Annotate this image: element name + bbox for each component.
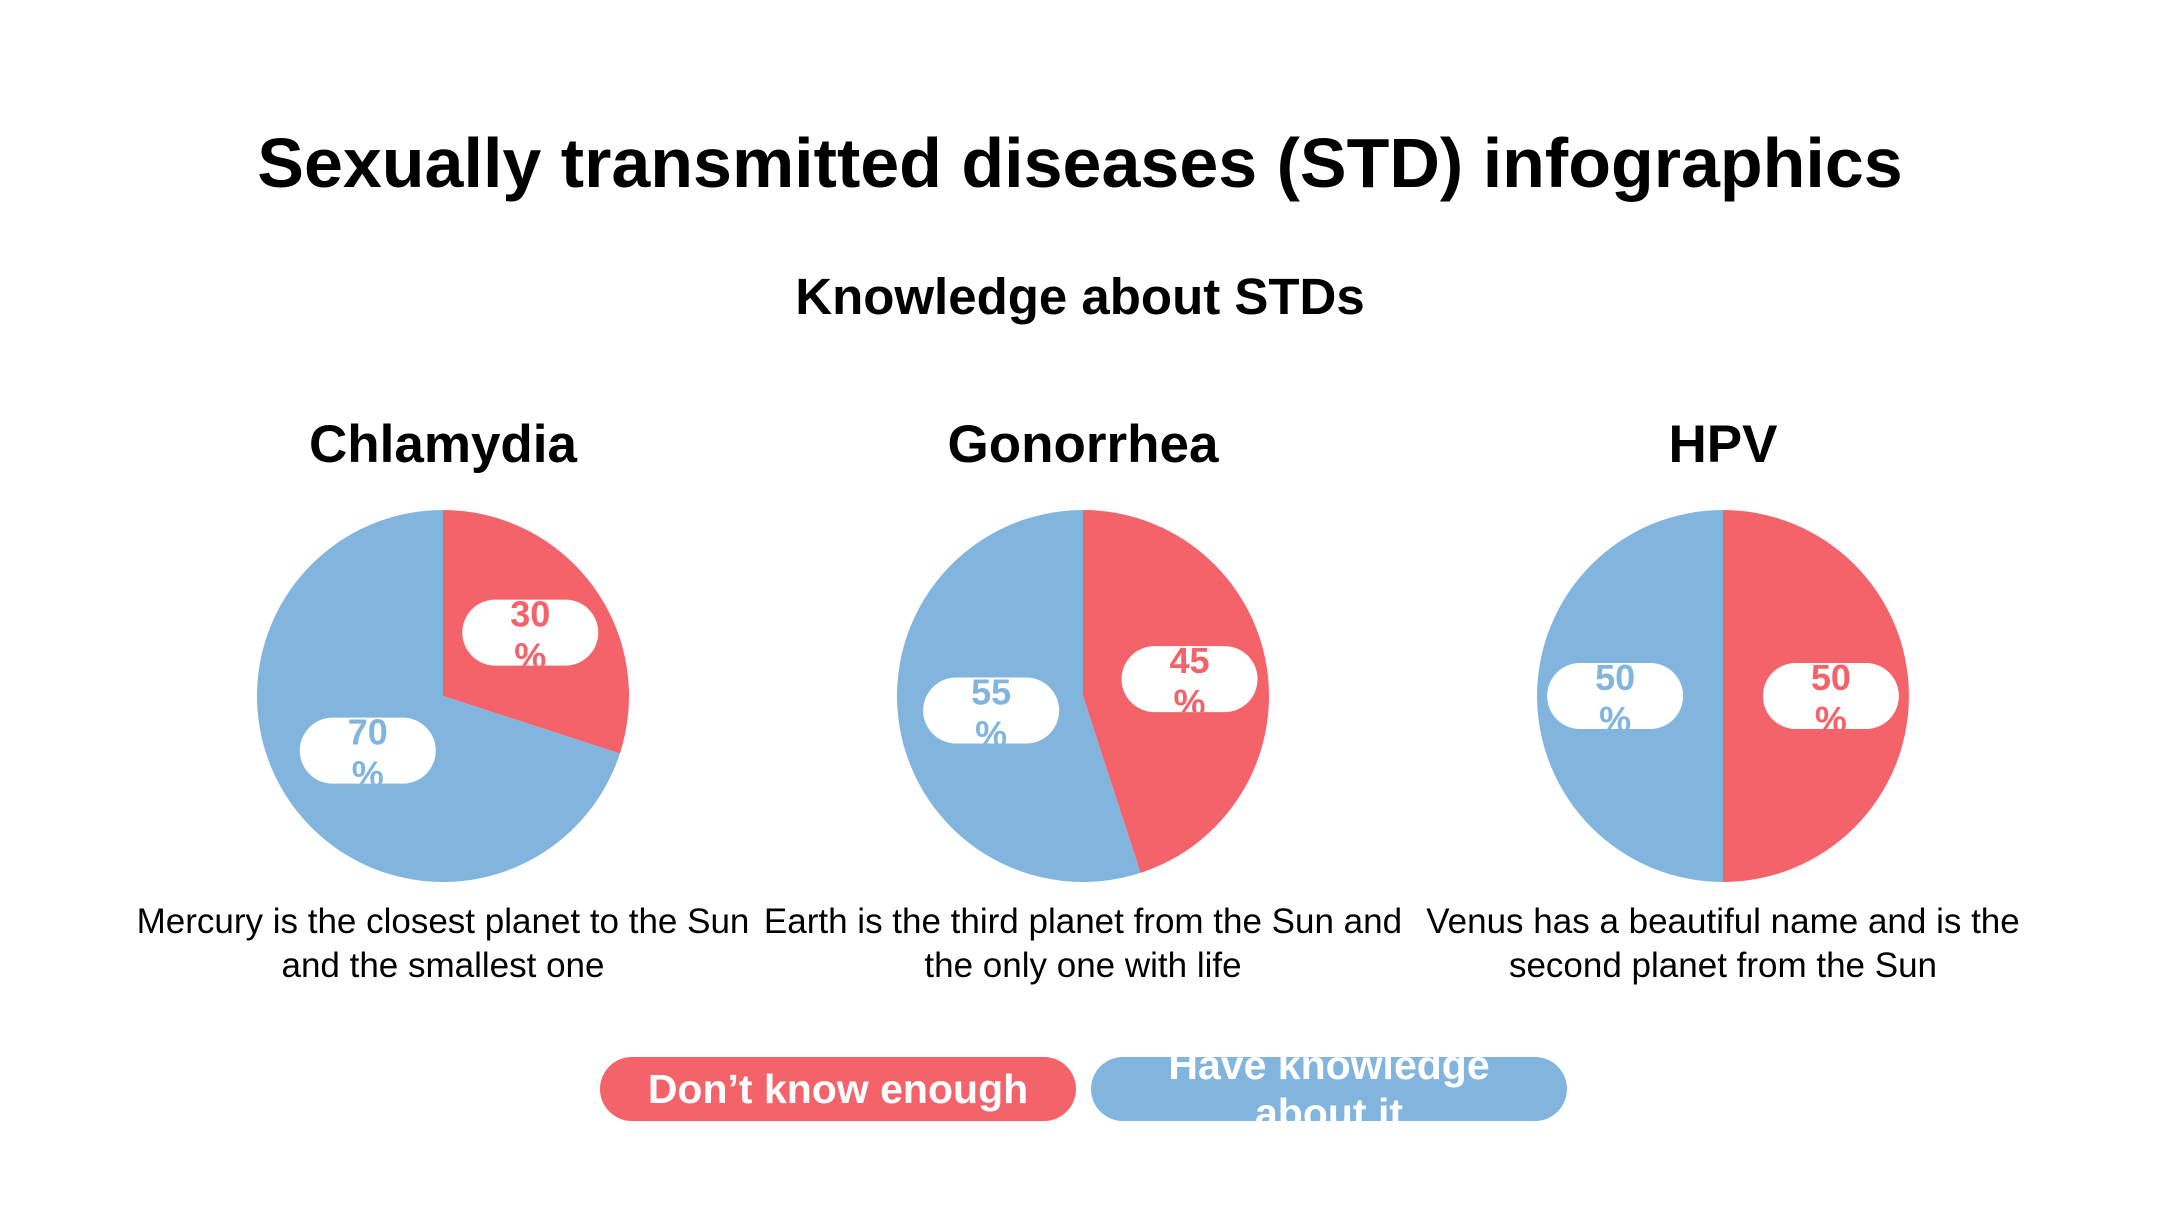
- pie-label-text-hpv-1: 50%: [1595, 657, 1635, 740]
- pie-label-gonorrhea-0: 45%: [1121, 640, 1258, 723]
- pie-label-pill-chlamydia-0: [462, 599, 599, 666]
- chart-card-chlamydia: Chlamydia 30% 70% Mercury is the closest …: [123, 408, 763, 1008]
- pie-label-text-chlamydia-0: 30%: [510, 594, 550, 677]
- chart-title-chlamydia: Chlamydia: [308, 415, 578, 474]
- pie-label-chlamydia-0: 30%: [462, 594, 599, 677]
- chart-card-gonorrhea: Gonorrhea 45% 55% Earth is the third plan…: [763, 408, 1403, 1008]
- pie-label-pill-gonorrhea-0: [1121, 646, 1258, 713]
- pie-label-gonorrhea-1: 55%: [923, 672, 1060, 755]
- chart-description-chlamydia: Mercury is the closest planet to the Sun…: [136, 902, 750, 985]
- pie-slice-chlamydia-1: [257, 510, 620, 882]
- chart-description-hpv: Venus has a beautiful name and is the se…: [1426, 902, 2020, 985]
- pie-chart-chlamydia: 30 % 70%: [257, 510, 629, 882]
- chart-card-hpv: HPV 50% 50% Venus has a beautiful name an…: [1403, 408, 2043, 1008]
- pie-label-text-chlamydia-1: 70%: [348, 712, 388, 795]
- pie-label-pill-hpv-0: [1762, 663, 1899, 729]
- pie-chart-gonorrhea: 45 % 55%: [897, 510, 1269, 882]
- legend-dont-know-label: Don’t know enough: [647, 1066, 1029, 1112]
- pie-label-pill-hpv-1: [1547, 663, 1684, 729]
- legend-dont-know-enough: Don’t know enough: [600, 1057, 1076, 1121]
- legend-have-knowledge-label: Have knowledge about it: [1168, 1057, 1490, 1121]
- chart-description-gonorrhea: Earth is the third planet from the Sun a…: [763, 902, 1403, 985]
- pie-label-pill-gonorrhea-1: [923, 677, 1060, 744]
- pie-label-text-gonorrhea-0: 45%: [1170, 640, 1210, 723]
- pie-label-pill-chlamydia-1: [299, 717, 436, 784]
- pie-label-hpv-0: 50%: [1762, 657, 1899, 740]
- pie-chart-hpv: 50 % 50%: [1537, 510, 1909, 882]
- pie-label-text-gonorrhea-1: 55%: [971, 672, 1011, 755]
- chart-title-hpv: HPV: [1668, 415, 1778, 474]
- chart-title-gonorrhea: Gonorrhea: [947, 415, 1219, 474]
- page-subtitle: Knowledge about STDs: [795, 268, 1365, 325]
- legend-have-knowledge: Have knowledge about it: [1091, 1057, 1567, 1121]
- pie-label-hpv-1: 50%: [1547, 657, 1684, 740]
- pie-label-text-hpv-0: 50%: [1811, 657, 1851, 740]
- pie-label-chlamydia-1: 70%: [299, 712, 436, 795]
- page-title: Sexually transmitted diseases (STD) info…: [257, 124, 1903, 202]
